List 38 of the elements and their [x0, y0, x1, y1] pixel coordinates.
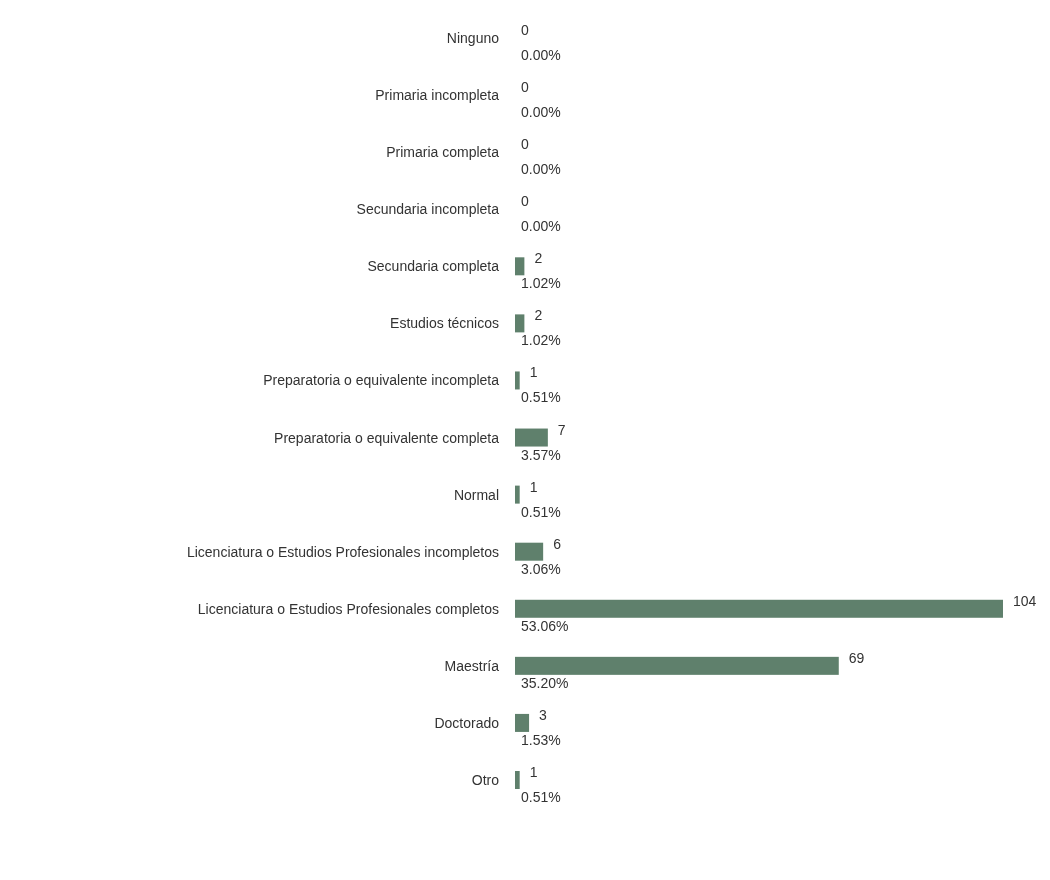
bar: [515, 257, 525, 276]
bar: [515, 599, 1003, 618]
data-label: 3 1.53%: [521, 706, 561, 748]
text: 69 35.20%: [521, 649, 865, 691]
bar: [515, 771, 520, 789]
bar: [515, 428, 548, 447]
y-tick-label: Preparatoria o equivalente completa: [274, 429, 500, 446]
bar: [515, 713, 530, 732]
y-tick-label: Maestría: [444, 657, 500, 674]
y-tick-label: Otro: [471, 772, 500, 788]
data-label: 1 0.51%: [521, 364, 561, 406]
data-label: 2 1.02%: [521, 250, 561, 292]
data-label: 1 0.51%: [521, 478, 561, 520]
text: 104 53.06%: [521, 592, 1037, 634]
y-tick-label: Primaria completa: [386, 144, 500, 161]
data-label: 0 0.00%: [521, 79, 561, 121]
y-tick-label: Secundaria completa: [367, 258, 500, 275]
bar: [515, 485, 520, 504]
y-tick-label: Secundaria incompleta: [356, 201, 500, 218]
y-tick-label: Licenciatura o Estudios Profesionales completos: [197, 600, 499, 617]
data-label: 6 3.06%: [521, 535, 562, 577]
data-label: 0 0.00%: [521, 22, 561, 63]
y-tick-label: Preparatoria o equivalente incompleta: [263, 372, 500, 389]
data-label: 0 0.00%: [521, 136, 561, 178]
y-tick-label: Normal: [453, 486, 499, 503]
bar: [515, 314, 525, 333]
data-label: 2 1.02%: [521, 307, 561, 349]
y-tick-label: Primaria incompleta: [375, 87, 500, 104]
bar: [515, 656, 839, 675]
y-tick-label: Estudios técnicos: [390, 315, 499, 332]
y-tick-label: Doctorado: [434, 714, 500, 731]
y-tick-label: Ninguno: [446, 30, 500, 46]
data-label: 7 3.57%: [521, 421, 566, 463]
y-tick-label: Licenciatura o Estudios Profesionales incompletos: [186, 543, 499, 560]
bar: [515, 542, 544, 561]
bar: [515, 371, 520, 390]
data-label: 1 0.51%: [521, 764, 561, 805]
data-label: 0 0.00%: [521, 193, 561, 235]
